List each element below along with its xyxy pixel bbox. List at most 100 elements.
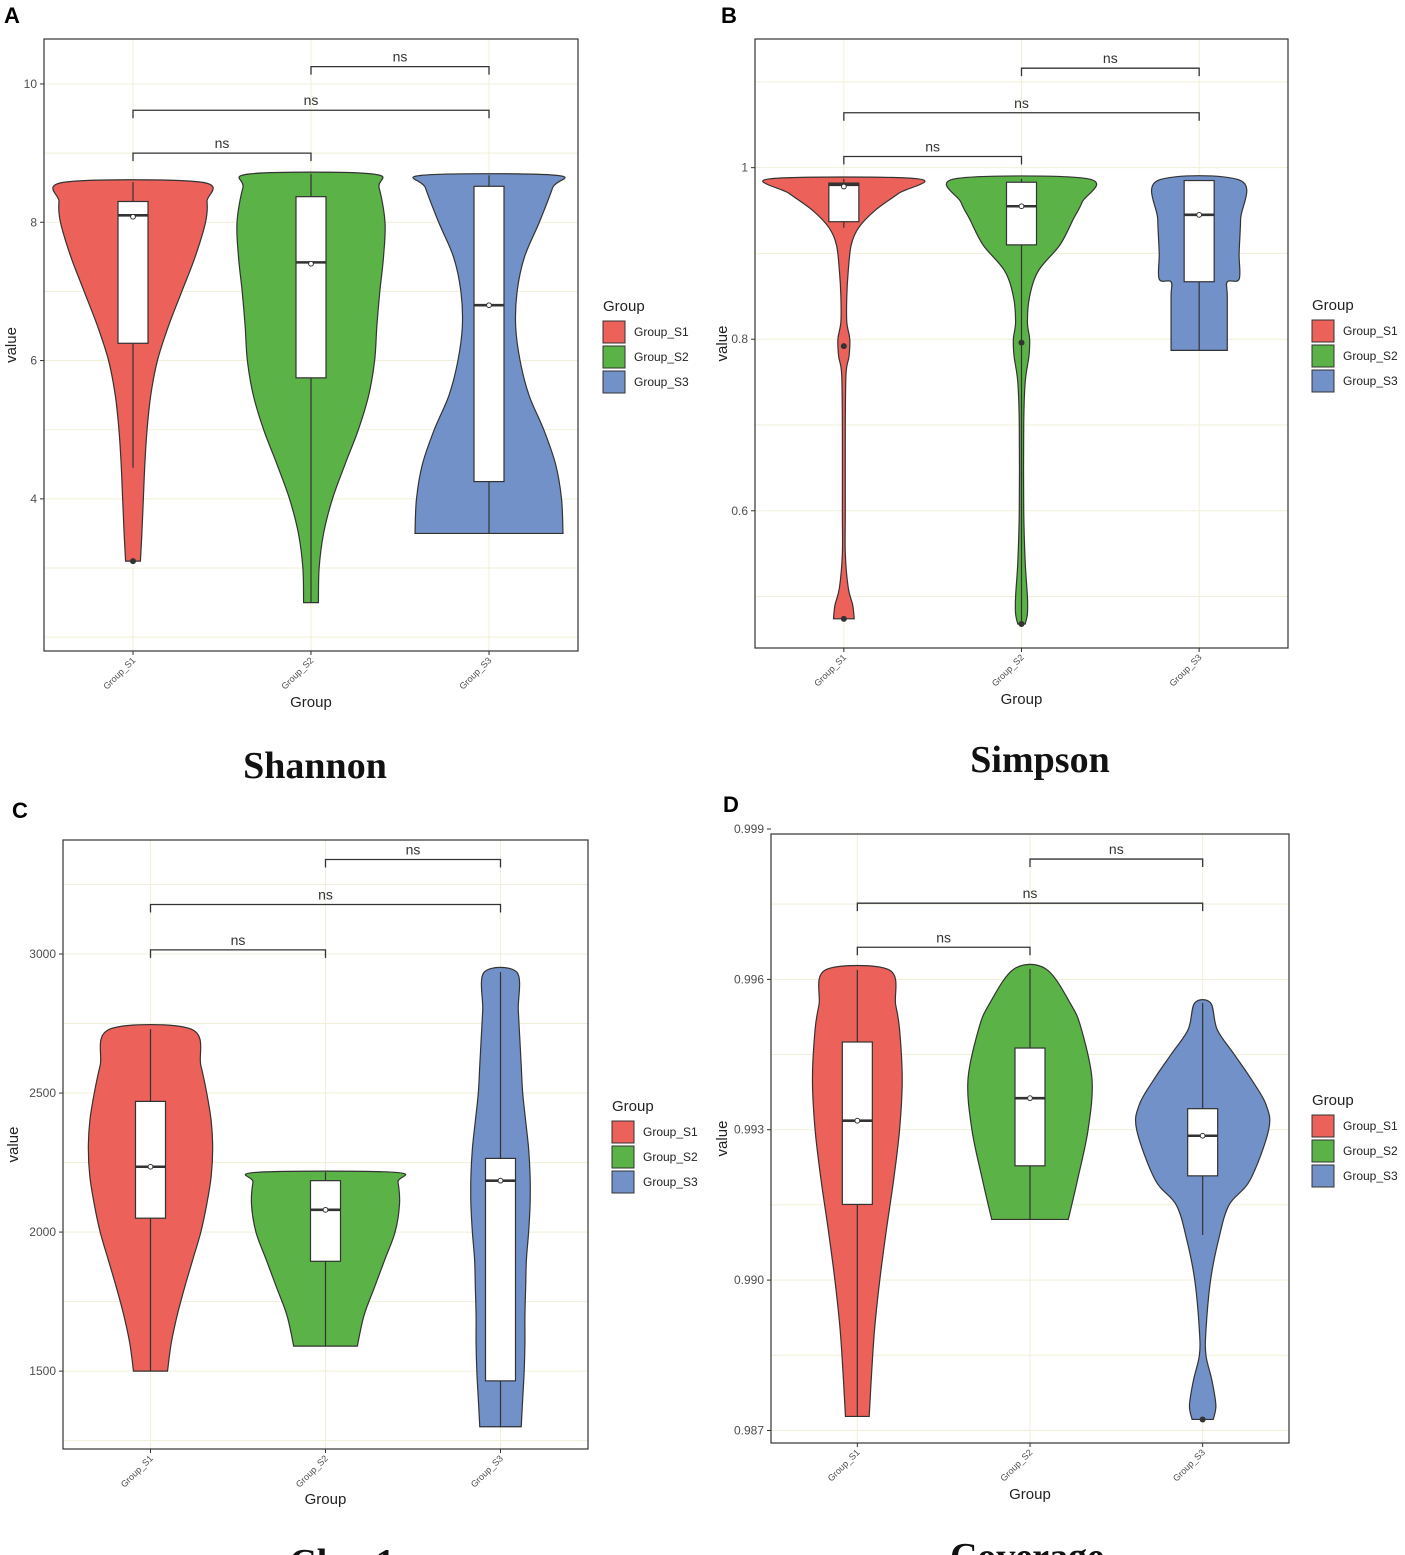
x-tick-label: Group_S1 — [119, 1453, 155, 1489]
legend-swatch — [602, 370, 626, 394]
violin-group-group-s1 — [811, 964, 903, 1418]
mean-point — [1199, 1132, 1206, 1139]
y-tick-label: 1 — [741, 161, 748, 175]
bracket-line — [843, 112, 1200, 121]
legend-swatch — [611, 1120, 635, 1144]
significance-label: ns — [1023, 885, 1038, 901]
significance-bracket: ns — [843, 139, 1023, 165]
outlier-point — [1199, 1416, 1206, 1423]
legend-swatch — [1311, 1164, 1335, 1188]
box-iqr — [841, 1041, 873, 1206]
x-tick-label: Group_S3 — [1167, 652, 1203, 688]
panel-caption: Simpson — [970, 739, 1109, 781]
significance-label: ns — [1109, 841, 1124, 857]
significance-label: ns — [318, 887, 333, 903]
chart-panel-b: ns ns ns 0.6 0.8 1 Group_S1 Group_S2 Group_S3 Gro… — [714, 3, 1398, 781]
significance-label: ns — [231, 932, 246, 948]
panel-letter: A — [4, 3, 20, 28]
y-tick-label: 0.6 — [731, 504, 748, 518]
y-axis-title: value — [714, 1121, 731, 1157]
x-tick-label: Group_S3 — [457, 655, 493, 691]
legend-label: Group_S1 — [643, 1125, 698, 1139]
outlier-point — [840, 615, 847, 622]
bracket-line — [1029, 858, 1204, 868]
violin-group-group-s3 — [412, 173, 566, 535]
legend-swatch — [1311, 1114, 1335, 1138]
significance-label: ns — [1014, 95, 1029, 111]
violin-group-group-s2 — [967, 963, 1093, 1221]
mean-point — [322, 1206, 329, 1213]
legend-swatch — [1311, 1139, 1335, 1163]
x-tick-label: Group_S3 — [1171, 1447, 1207, 1483]
legend-title: Group — [1312, 1092, 1354, 1109]
bracket-line — [856, 946, 1031, 956]
bracket-line — [843, 155, 1023, 165]
legend-label: Group_S1 — [1343, 1119, 1398, 1133]
significance-label: ns — [925, 139, 940, 155]
panel-caption: Shannon — [243, 745, 387, 787]
legend-swatch — [1311, 344, 1335, 368]
y-tick-label: 0.999 — [734, 822, 764, 836]
mean-point — [854, 1117, 861, 1124]
significance-bracket: ns — [324, 841, 502, 868]
panel-letter: C — [12, 798, 28, 823]
bracket-line — [149, 903, 502, 913]
panel-caption: Coverage — [950, 1536, 1104, 1555]
box-iqr — [1183, 179, 1215, 283]
significance-label: ns — [1103, 50, 1118, 66]
y-tick-label: 0.987 — [734, 1423, 764, 1437]
legend: Group Group_S1 Group_S2 Group_S3 — [602, 298, 689, 394]
x-tick-label: Group_S1 — [826, 1447, 862, 1483]
x-tick-label: Group_S2 — [294, 1453, 330, 1489]
bracket-line — [324, 858, 502, 868]
mean-point — [486, 302, 492, 309]
significance-label: ns — [406, 841, 421, 857]
legend-label: Group_S3 — [1343, 374, 1398, 388]
significance-bracket: ns — [856, 929, 1031, 956]
box-iqr — [295, 196, 327, 379]
significance-bracket: ns — [1029, 841, 1204, 868]
box-iqr — [484, 1157, 517, 1382]
legend-swatch — [1311, 319, 1335, 343]
violin-group-s1 — [762, 176, 926, 620]
x-tick-label: Group_S1 — [101, 655, 137, 691]
legend-label: Group_S1 — [1343, 324, 1398, 338]
violin-group-group-s1 — [762, 176, 926, 622]
x-axis-title: Group — [1001, 691, 1043, 708]
y-tick-label: 0.8 — [731, 332, 748, 346]
violin-group-group-s3 — [1150, 175, 1248, 351]
bracket-line — [149, 949, 327, 958]
legend-label: Group_S1 — [634, 325, 689, 339]
box-iqr — [828, 182, 860, 223]
violin-group-group-s2 — [244, 1170, 407, 1347]
legend-swatch — [1311, 369, 1335, 393]
outlier-point — [1018, 339, 1025, 346]
x-axis-title: Group — [305, 1491, 347, 1508]
violin-group-group-s2 — [945, 175, 1098, 627]
box-iqr — [309, 1180, 342, 1262]
bracket-line — [310, 66, 490, 75]
y-tick-label: 8 — [30, 215, 37, 229]
x-axis-title: Group — [1009, 1486, 1051, 1503]
y-tick-label: 10 — [24, 77, 38, 91]
significance-bracket: ns — [132, 135, 312, 162]
mean-point — [130, 213, 136, 220]
y-tick-label: 2500 — [29, 1086, 56, 1100]
y-axis-title: value — [5, 1127, 22, 1163]
bracket-line — [1020, 67, 1200, 77]
y-axis-title: value — [3, 327, 20, 363]
box-iqr — [1005, 181, 1038, 246]
legend-label: Group_S3 — [1343, 1169, 1398, 1183]
legend-label: Group_S2 — [1343, 349, 1398, 363]
box-iqr — [117, 200, 149, 344]
bracket-line — [132, 152, 312, 162]
x-axis-title: Group — [290, 694, 332, 711]
significance-bracket: ns — [843, 95, 1200, 121]
legend: Group Group_S1 Group_S2 Group_S3 — [1311, 297, 1398, 393]
y-axis-title: value — [714, 326, 731, 362]
significance-label: ns — [936, 929, 951, 945]
x-tick-label: Group_S2 — [279, 655, 315, 691]
significance-bracket: ns — [1020, 50, 1200, 77]
legend-swatch — [602, 345, 626, 369]
